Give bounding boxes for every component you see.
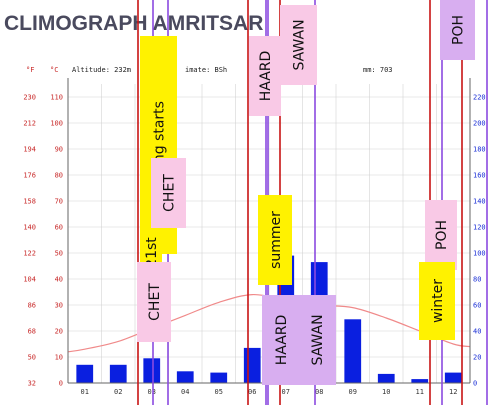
annotation-background: [262, 295, 300, 385]
month-tick-label: 12: [449, 388, 457, 396]
celsius-tick-label: 90: [55, 146, 63, 154]
annotation-label: SAWAN: [280, 5, 317, 85]
celsius-tick-label: 100: [50, 120, 63, 128]
fahrenheit-tick-label: 140: [23, 224, 36, 232]
annotation-label: SAWAN: [298, 295, 336, 385]
annotation-label: POH: [440, 0, 475, 60]
precipitation-tick-label: 160: [473, 172, 486, 180]
annotation-label: winter: [419, 262, 455, 340]
annotation-text: summer: [268, 211, 284, 269]
precipitation-tick-label: 20: [473, 354, 481, 362]
month-tick-label: 09: [349, 388, 357, 396]
month-tick-label: 11: [416, 388, 424, 396]
celsius-tick-label: 40: [55, 276, 63, 284]
annotation-text: winter: [430, 279, 446, 323]
precipitation-bar: [143, 358, 161, 383]
annotation-label: summer: [258, 195, 292, 285]
fahrenheit-tick-label: 194: [23, 146, 36, 154]
annotation-text: POH: [434, 220, 450, 250]
annotation-label: CHET: [151, 158, 186, 228]
celsius-tick-label: 10: [55, 354, 63, 362]
month-tick-label: 10: [382, 388, 390, 396]
fahrenheit-tick-label: 212: [23, 120, 36, 128]
annotation-labels: spring starts21stCHETCHETHAARDSAWANsumme…: [137, 0, 475, 385]
celsius-tick-label: 20: [55, 328, 63, 336]
annotation-background: [137, 262, 171, 342]
annotation-background: [298, 295, 336, 385]
annotation-text: SAWAN: [292, 19, 308, 70]
precipitation-bar: [243, 347, 261, 383]
fahrenheit-tick-label: 86: [28, 302, 36, 310]
month-tick-label: 01: [81, 388, 89, 396]
annotation-text: HAARD: [274, 315, 290, 366]
fahrenheit-tick-label: 68: [28, 328, 36, 336]
month-tick-label: 05: [215, 388, 223, 396]
precipitation-tick-label: 0: [473, 380, 477, 388]
precipitation-tick-label: 40: [473, 328, 481, 336]
tick-labels: 3250688610412214015817619421223001020304…: [23, 94, 485, 397]
altitude-info: Altitude: 232m: [72, 66, 131, 74]
month-tick-label: 08: [315, 388, 323, 396]
fahrenheit-tick-label: 122: [23, 250, 36, 258]
climate-info: imate: BSh: [185, 66, 227, 74]
annotation-text: SAWAN: [310, 314, 326, 365]
annotation-label: HAARD: [249, 36, 281, 116]
celsius-tick-label: 60: [55, 224, 63, 232]
precipitation-tick-label: 220: [473, 94, 486, 102]
fahrenheit-tick-label: 104: [23, 276, 36, 284]
annotation-label: POH: [425, 200, 457, 270]
celsius-tick-label: 50: [55, 250, 63, 258]
celsius-unit: °C: [50, 66, 58, 74]
annotation-background: [440, 0, 475, 60]
month-tick-label: 07: [282, 388, 290, 396]
fahrenheit-tick-label: 50: [28, 354, 36, 362]
precipitation-bar: [344, 319, 362, 383]
precipitation-bar: [444, 372, 462, 383]
fahrenheit-unit: °F: [26, 66, 34, 74]
month-tick-label: 02: [114, 388, 122, 396]
precipitation-bar: [176, 371, 194, 383]
annotation-background: [249, 36, 281, 116]
precipitation-bar: [377, 373, 395, 383]
precipitation-tick-label: 80: [473, 276, 481, 284]
precipitation-bar: [411, 379, 429, 383]
celsius-tick-label: 80: [55, 172, 63, 180]
annotation-label: HAARD: [262, 295, 300, 385]
annotation-background: [419, 262, 455, 340]
precipitation-tick-label: 60: [473, 302, 481, 310]
chart-title: CLIMOGRAPH AMRITSAR: [4, 12, 263, 35]
celsius-tick-label: 110: [50, 94, 63, 102]
precipitation-bar: [210, 372, 228, 383]
month-tick-label: 06: [248, 388, 256, 396]
precipitation-bar: [109, 364, 127, 383]
celsius-tick-label: 0: [59, 380, 63, 388]
annotation-text: POH: [451, 15, 467, 45]
month-tick-label: 04: [181, 388, 189, 396]
annotation-text: CHET: [162, 174, 178, 212]
precipitation-tick-label: 120: [473, 224, 486, 232]
annotation-text: HAARD: [258, 51, 274, 102]
precipitation-info: mm: 703: [363, 66, 393, 74]
fahrenheit-tick-label: 158: [23, 198, 36, 206]
celsius-tick-label: 30: [55, 302, 63, 310]
annotation-background: [280, 5, 317, 85]
annotation-text: 21st: [144, 237, 160, 268]
precipitation-tick-label: 140: [473, 198, 486, 206]
fahrenheit-tick-label: 176: [23, 172, 36, 180]
month-tick-label: 03: [148, 388, 156, 396]
precipitation-bar: [76, 364, 94, 383]
annotation-label: CHET: [137, 262, 171, 342]
precipitation-tick-label: 180: [473, 146, 486, 154]
fahrenheit-tick-label: 32: [28, 380, 36, 388]
fahrenheit-tick-label: 230: [23, 94, 36, 102]
annotation-text: CHET: [147, 283, 163, 321]
precipitation-tick-label: 100: [473, 250, 486, 258]
annotation-background: [151, 158, 186, 228]
celsius-tick-label: 70: [55, 198, 63, 206]
precipitation-tick-label: 200: [473, 120, 486, 128]
annotation-background: [425, 200, 457, 270]
annotation-background: [258, 195, 292, 285]
